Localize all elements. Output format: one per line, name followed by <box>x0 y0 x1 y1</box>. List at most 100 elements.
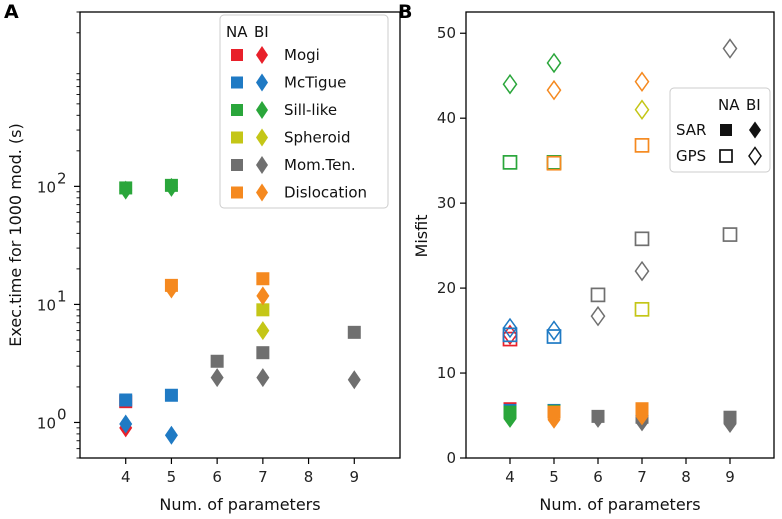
legend-label-spheroid: Spheroid <box>284 129 350 147</box>
point-mom-ten-bi <box>210 368 224 388</box>
point-mom-ten-bi-gps <box>634 260 650 282</box>
point-mom-ten-na-gps <box>722 227 738 242</box>
point-sill-like-bi <box>119 180 133 200</box>
legend-marker-spheroid-bi <box>256 128 268 147</box>
y-tick-label: 50 <box>437 24 456 42</box>
point-sill-like-bi <box>164 177 178 197</box>
legend-label-dislocation: Dislocation <box>284 184 367 202</box>
y-tick-label: 10 <box>37 178 56 196</box>
point-mom-ten-bi-gps <box>722 38 738 59</box>
x-tick-label: 4 <box>505 468 515 486</box>
panel-b-legend-entries: SAR GPS <box>676 121 762 166</box>
y-tick-exponent: 1 <box>57 287 67 305</box>
y-tick-label: 10 <box>37 414 56 432</box>
point-mom-ten-na-gps <box>634 231 650 247</box>
y-tick-label: 0 <box>446 449 456 467</box>
point-mctigue-bi <box>119 414 133 434</box>
legend-label-gps: GPS <box>676 147 706 165</box>
x-tick-label: 8 <box>304 468 314 486</box>
point-mctigue-na <box>164 388 178 402</box>
point-mctigue-bi-gps <box>546 320 562 341</box>
y-tick-label: 10 <box>37 296 56 314</box>
point-sill-like-bi-sar <box>503 409 517 428</box>
panel-b-xlabel: Num. of parameters <box>539 495 700 514</box>
point-dislocation-bi-sar <box>547 410 561 429</box>
point-mom-ten-bi <box>256 368 270 388</box>
panel-b-legend-header-bi: BI <box>746 96 761 114</box>
panel-a-frame <box>79 11 401 459</box>
point-mom-ten-bi-gps <box>590 305 606 327</box>
panel-a-label: A <box>4 1 19 23</box>
panel-b-legend-header-na: NA <box>718 96 740 114</box>
legend-label-mom-ten: Mom.Ten. <box>284 156 356 174</box>
legend-marker-sill-like-na <box>231 104 243 116</box>
panel-a-ylabel: Exec.time for 1000 mod. (s) <box>6 123 25 346</box>
x-tick-label: 5 <box>167 468 177 486</box>
y-tick-label: 10 <box>437 364 456 382</box>
legend-marker-mctigue-bi <box>256 73 268 92</box>
point-dislocation-bi <box>256 286 270 306</box>
point-dislocation-bi-gps <box>634 71 650 92</box>
x-tick-label: 7 <box>258 468 268 486</box>
point-mctigue-bi <box>164 425 178 445</box>
point-mom-ten-bi-sar <box>723 415 737 434</box>
y-tick-exponent: 0 <box>57 405 67 423</box>
y-tick-label: 30 <box>437 194 456 212</box>
point-mom-ten-bi <box>347 370 361 390</box>
point-mctigue-na-gps <box>502 327 518 343</box>
panel-a-marks <box>119 177 361 445</box>
legend-marker-sar-bi <box>749 121 761 139</box>
legend-marker-mctigue-na <box>231 76 243 89</box>
point-spheroid-na <box>256 303 270 317</box>
y-tick-label: 40 <box>437 109 456 127</box>
point-mom-ten-bi-sar <box>591 409 605 428</box>
point-dislocation-na <box>256 272 270 286</box>
panel-b-marks <box>502 38 738 434</box>
panel-b-legend: NA BI SAR GPS <box>669 87 771 173</box>
legend-label-mctigue: McTigue <box>284 74 346 92</box>
point-spheroid-bi <box>256 321 270 341</box>
legend-marker-mogi-bi <box>256 46 268 64</box>
panel-b-axes: 4 5 6 7 8 9 0 10 20 30 40 50 Num. of parameters Mis… <box>412 11 775 514</box>
legend-marker-mom-ten-bi <box>256 156 268 174</box>
point-dislocation-na-gps <box>546 155 562 171</box>
x-tick-label: 9 <box>350 468 360 486</box>
point-mom-ten-na <box>347 325 361 339</box>
panel-b-ylabel: Misfit <box>412 215 431 258</box>
legend-label-sill-like: Sill-like <box>284 101 337 119</box>
point-mctigue-na <box>119 393 133 407</box>
legend-marker-sill-like-bi <box>256 101 268 119</box>
legend-marker-gps-na <box>719 149 733 163</box>
x-tick-label: 9 <box>725 468 735 486</box>
point-sill-like-na-gps <box>546 155 562 170</box>
panel-a-legend-header-bi: BI <box>254 23 269 41</box>
legend-label-mogi: Mogi <box>284 46 320 64</box>
legend-marker-spheroid-na <box>231 131 243 144</box>
point-mom-ten-na <box>210 354 224 368</box>
legend-marker-dislocation-bi <box>256 183 268 202</box>
panel-a-legend: NA BI Mogi McTigue Sill-like Spheroid Mom.Te… <box>219 14 389 209</box>
legend-marker-dislocation-na <box>231 186 243 199</box>
y-tick-exponent: 2 <box>57 169 67 187</box>
point-dislocation-bi <box>164 279 178 299</box>
x-tick-label: 6 <box>212 468 222 486</box>
x-tick-label: 6 <box>593 468 603 486</box>
panel-a-legend-entries: Mogi McTigue Sill-like Spheroid Mom.Ten. Disl… <box>231 46 367 202</box>
panel-a-xlabel: Num. of parameters <box>159 495 320 514</box>
point-mom-ten-na-gps <box>590 287 606 303</box>
point-dislocation-bi-gps <box>546 79 562 101</box>
panel-b-frame <box>465 11 775 459</box>
legend-marker-mogi-na <box>231 49 243 61</box>
point-sill-like-bi-gps <box>546 52 562 74</box>
point-dislocation-na-gps <box>634 138 650 153</box>
legend-marker-gps-bi <box>748 146 762 166</box>
panel-b-label: B <box>398 1 412 23</box>
point-spheroid-bi-gps <box>634 99 650 120</box>
point-mctigue-na-gps <box>546 329 562 344</box>
x-tick-label: 5 <box>549 468 559 486</box>
point-spheroid-na-gps <box>634 301 650 317</box>
y-tick-label: 20 <box>437 279 456 297</box>
